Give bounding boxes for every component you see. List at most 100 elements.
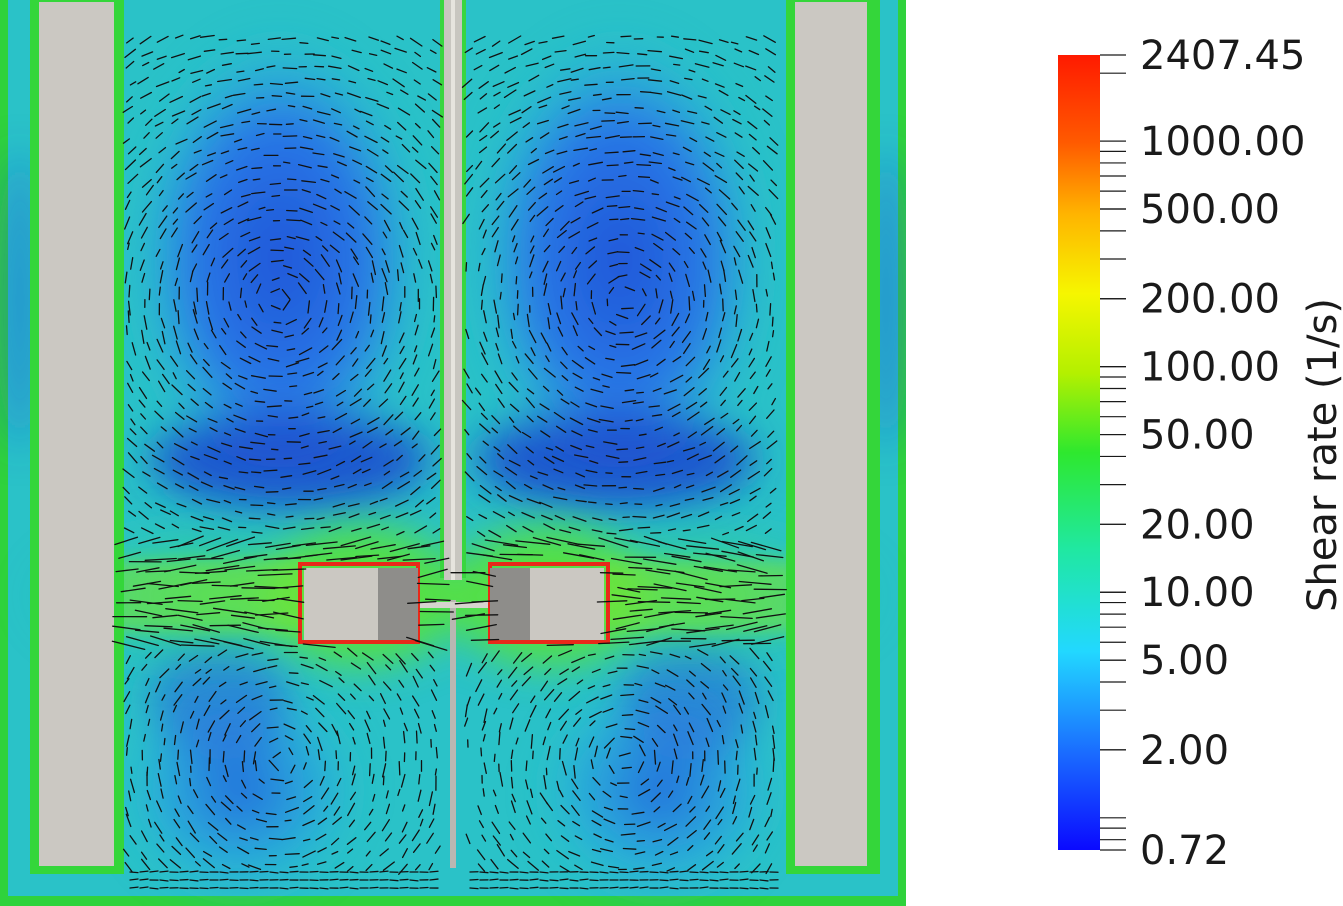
velocity-vector xyxy=(654,850,664,856)
velocity-vector xyxy=(369,886,379,889)
velocity-vector xyxy=(738,690,745,705)
velocity-vector xyxy=(763,119,771,126)
velocity-vector xyxy=(546,536,580,546)
velocity-vector xyxy=(618,461,629,463)
velocity-vector xyxy=(332,372,340,381)
velocity-vector xyxy=(494,485,502,492)
velocity-vector xyxy=(583,484,598,487)
velocity-vector xyxy=(577,345,584,352)
velocity-vector xyxy=(540,680,549,692)
velocity-vector xyxy=(123,691,131,703)
velocity-vector xyxy=(609,886,619,889)
velocity-vector xyxy=(508,55,519,60)
velocity-vector xyxy=(361,468,371,474)
velocity-vector xyxy=(620,693,635,697)
velocity-vector xyxy=(389,543,420,553)
velocity-vector xyxy=(432,528,441,534)
velocity-vector xyxy=(685,356,696,367)
velocity-vector xyxy=(492,789,497,797)
velocity-vector xyxy=(186,116,199,125)
velocity-vector xyxy=(319,775,325,786)
velocity-vector xyxy=(431,109,444,118)
velocity-vector xyxy=(655,705,669,714)
velocity-vector xyxy=(316,517,325,521)
velocity-vector xyxy=(637,761,645,774)
velocity-vector xyxy=(247,542,272,546)
velocity-vector xyxy=(170,227,178,238)
velocity-vector xyxy=(396,68,407,74)
velocity-vector xyxy=(250,147,260,151)
velocity-vector xyxy=(128,284,131,298)
velocity-vector xyxy=(230,614,256,619)
velocity-vector xyxy=(748,415,757,425)
velocity-vector xyxy=(199,526,215,531)
velocity-vector xyxy=(302,249,312,256)
velocity-vector xyxy=(224,795,234,805)
velocity-vector xyxy=(309,887,319,890)
velocity-vector xyxy=(265,542,291,549)
velocity-vector xyxy=(567,108,581,115)
velocity-vector xyxy=(249,710,262,721)
velocity-vector xyxy=(266,108,277,112)
velocity-vector xyxy=(194,668,202,674)
velocity-vector xyxy=(618,486,628,489)
velocity-vector xyxy=(189,710,195,719)
velocity-vector xyxy=(664,684,676,691)
velocity-vector xyxy=(571,666,581,673)
velocity-vector xyxy=(173,734,177,746)
velocity-vector xyxy=(409,879,419,882)
velocity-vector xyxy=(145,704,149,714)
velocity-vector xyxy=(369,870,379,873)
velocity-vector xyxy=(156,441,164,449)
velocity-vector xyxy=(687,110,698,114)
velocity-vector xyxy=(749,647,760,660)
velocity-vector xyxy=(714,151,725,157)
velocity-vector xyxy=(394,47,407,53)
velocity-vector xyxy=(188,427,197,433)
velocity-vector xyxy=(155,132,163,139)
velocity-vector xyxy=(398,679,405,688)
velocity-vector xyxy=(432,457,442,467)
velocity-vector xyxy=(247,216,262,222)
velocity-vector xyxy=(717,470,729,478)
velocity-vector xyxy=(252,178,261,181)
velocity-vector xyxy=(320,178,330,183)
velocity-vector xyxy=(716,132,727,138)
velocity-vector xyxy=(380,40,391,46)
velocity-vector xyxy=(316,77,326,81)
velocity-vector xyxy=(652,514,665,519)
velocity-vector xyxy=(686,453,699,461)
velocity-vector xyxy=(382,775,385,786)
velocity-vector xyxy=(189,879,199,882)
velocity-vector xyxy=(496,143,507,154)
velocity-vector xyxy=(722,370,729,378)
velocity-vector xyxy=(573,764,576,779)
velocity-vector xyxy=(348,722,355,731)
velocity-vector xyxy=(255,818,268,823)
velocity-vector xyxy=(286,178,297,181)
velocity-vector xyxy=(522,832,532,844)
velocity-vector xyxy=(144,625,173,628)
velocity-vector xyxy=(254,847,267,851)
velocity-vector xyxy=(302,643,336,649)
velocity-vector xyxy=(368,36,380,41)
velocity-vector xyxy=(469,887,479,890)
velocity-vector xyxy=(464,717,469,727)
colorbar-tick-label: 1000.00 xyxy=(1140,119,1305,165)
velocity-vector xyxy=(355,554,380,558)
velocity-vector xyxy=(732,801,737,815)
velocity-vector xyxy=(671,326,680,337)
velocity-vector xyxy=(720,615,753,620)
velocity-vector xyxy=(153,467,165,475)
velocity-vector xyxy=(543,283,548,296)
velocity-vector xyxy=(365,120,374,126)
velocity-vector xyxy=(318,317,324,328)
velocity-vector xyxy=(640,778,650,786)
velocity-vector xyxy=(257,627,289,631)
velocity-vector xyxy=(348,205,360,216)
velocity-vector xyxy=(685,376,693,383)
velocity-vector xyxy=(175,257,181,271)
velocity-vector xyxy=(156,35,169,43)
velocity-vector xyxy=(144,502,153,509)
velocity-vector xyxy=(238,178,248,184)
